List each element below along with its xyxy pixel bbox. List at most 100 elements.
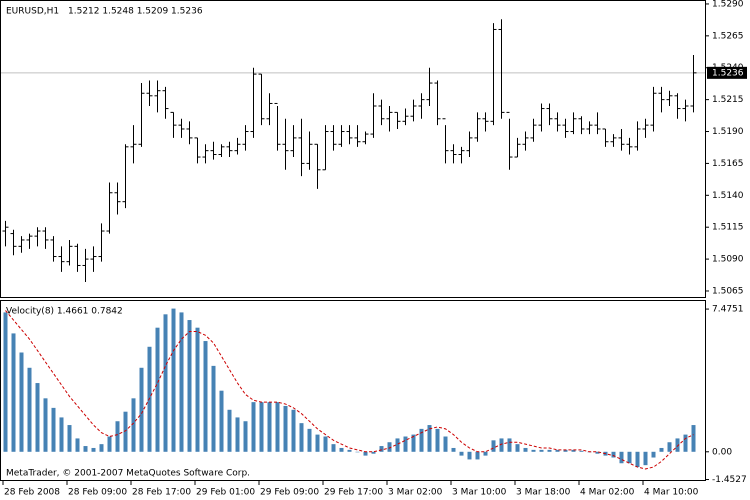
histogram-bar (323, 436, 328, 452)
indicator-panel (0, 300, 706, 481)
histogram-bar (251, 402, 256, 452)
x-tick-label: 29 Feb 01:00 (196, 488, 255, 498)
x-tick-label: 3 Mar 02:00 (388, 488, 443, 498)
histogram-bar (379, 446, 384, 452)
histogram-bar (355, 451, 360, 453)
y-tick-label: 1.5090 (712, 255, 744, 265)
histogram-bar (283, 405, 288, 452)
x-tick-label: 3 Mar 18:00 (516, 488, 571, 498)
histogram-bar (619, 451, 624, 464)
histogram-bar (595, 451, 600, 454)
indicator-title: Velocity(8) 1.4661 0.7842 (6, 307, 123, 317)
y-tick-label: 1.5215 (712, 95, 744, 105)
histogram-bar (123, 411, 128, 452)
histogram-bar (467, 451, 472, 460)
histogram-bar (299, 423, 304, 452)
histogram-bar (475, 451, 480, 460)
histogram-bar (235, 417, 240, 452)
histogram-bar (579, 450, 584, 452)
histogram-bar (195, 327, 200, 452)
histogram-bar (427, 425, 432, 452)
y-tick-label: 1.5165 (712, 159, 744, 169)
histogram-bar (227, 409, 232, 452)
histogram-bar (83, 446, 88, 452)
y-tick-label: 1.5190 (712, 127, 744, 137)
histogram-bar (547, 449, 552, 452)
histogram-bar (515, 444, 520, 452)
histogram-bar (35, 383, 40, 452)
histogram-bar (387, 442, 392, 452)
histogram-bar (659, 447, 664, 452)
histogram-bar (43, 398, 48, 452)
histogram-bar (691, 425, 696, 452)
histogram-bar (523, 447, 528, 452)
x-tick-label: 28 Feb 17:00 (132, 488, 191, 498)
histogram-bar (507, 438, 512, 452)
histogram-bar (411, 434, 416, 452)
histogram-bar (339, 447, 344, 452)
histogram-bar (275, 402, 280, 452)
histogram-bar (419, 428, 424, 452)
current-price-label: 1.5236 (712, 68, 744, 78)
header-values: 1.5212 1.5248 1.5209 1.5236 (68, 7, 203, 17)
histogram-bar (683, 434, 688, 452)
histogram-bar (3, 312, 8, 452)
histogram-bar (491, 440, 496, 452)
histogram-bar (163, 314, 168, 452)
histogram-bar (131, 398, 136, 452)
x-tick-label: 4 Mar 02:00 (580, 488, 635, 498)
histogram-bar (19, 352, 24, 452)
histogram-bar (91, 447, 96, 452)
y-tick-label: 7.4751 (712, 305, 744, 315)
histogram-bar (347, 449, 352, 452)
histogram-bar (563, 449, 568, 452)
histogram-bar (643, 451, 648, 466)
histogram-bar (371, 451, 376, 454)
histogram-bar (531, 449, 536, 452)
histogram-bar (219, 390, 224, 452)
chart-title: EURUSD,H1 (6, 7, 59, 17)
histogram-bar (307, 428, 312, 452)
x-tick-label: 29 Feb 17:00 (324, 488, 383, 498)
histogram-bar (611, 451, 616, 458)
histogram-bar (171, 308, 176, 452)
histogram-bar (59, 417, 64, 452)
x-tick-label: 4 Mar 10:00 (644, 488, 699, 498)
histogram-bar (651, 451, 656, 458)
signal-line (5, 310, 694, 470)
histogram-bar (67, 425, 72, 452)
histogram-bar (435, 428, 440, 452)
histogram-bar (451, 447, 456, 452)
histogram-bar (107, 436, 112, 452)
footer: MetaTrader, © 2001-2007 MetaQuotes Softw… (6, 469, 250, 479)
histogram-bar (499, 438, 504, 452)
histogram-bar (187, 320, 192, 452)
histogram-bar (635, 451, 640, 468)
histogram-bar (571, 449, 576, 452)
histogram-bar (395, 438, 400, 452)
x-tick-label: 28 Feb 2008 (4, 488, 60, 498)
histogram-bar (203, 341, 208, 452)
histogram-bar (459, 451, 464, 456)
histogram-bar (555, 449, 560, 452)
histogram-bar (627, 451, 632, 464)
histogram-bar (51, 407, 56, 452)
y-tick-label: 0.00 (712, 447, 732, 457)
histogram-bar (259, 402, 264, 452)
histogram-bar (667, 442, 672, 452)
price-panel (0, 0, 706, 298)
histogram-bar (27, 367, 32, 452)
y-tick-label: 1.5140 (712, 191, 744, 201)
x-tick-label: 28 Feb 09:00 (68, 488, 127, 498)
histogram-bar (115, 421, 120, 452)
histogram-bar (11, 333, 16, 452)
histogram-bar (331, 444, 336, 452)
y-tick-label: 1.5065 (712, 286, 744, 296)
histogram-bar (403, 436, 408, 452)
y-tick-label: -1.4527 (712, 475, 747, 485)
histogram-bar (539, 449, 544, 452)
histogram-bar (243, 421, 248, 452)
histogram-bar (267, 402, 272, 452)
current-price-box (707, 66, 747, 79)
